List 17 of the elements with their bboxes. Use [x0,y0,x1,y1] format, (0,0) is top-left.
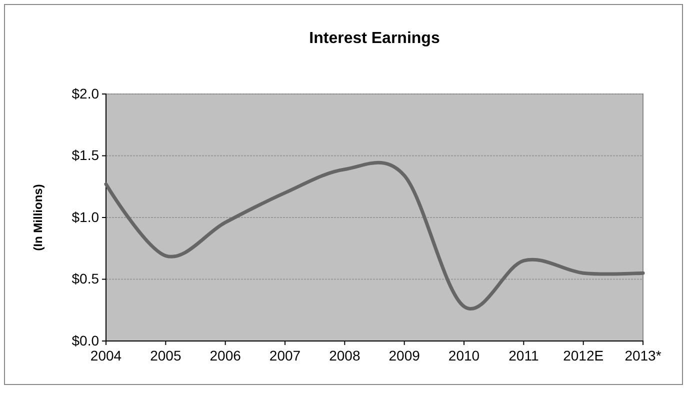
x-tick-label: 2010 [448,348,480,364]
x-tick-label: 2012E [563,348,604,364]
x-tick-label: 2004 [90,348,122,364]
x-tick-label: 2007 [269,348,301,364]
y-axis-title: (In Millions) [31,184,45,251]
y-tick-label: $0.5 [72,270,100,287]
x-tick-label: 2013* [624,348,662,364]
x-tick-label: 2008 [329,348,360,364]
y-tick-label: $2.0 [72,85,100,102]
x-tick-label: 2006 [210,348,242,364]
y-tick-label: $0.0 [72,332,100,348]
x-tick-label: 2011 [508,348,539,364]
x-tick-label: 2009 [388,348,420,364]
chart-title: Interest Earnings [309,30,440,47]
x-tick-label: 2005 [150,348,182,364]
y-tick-label: $1.0 [72,208,100,225]
y-tick-label: $1.5 [72,147,100,164]
